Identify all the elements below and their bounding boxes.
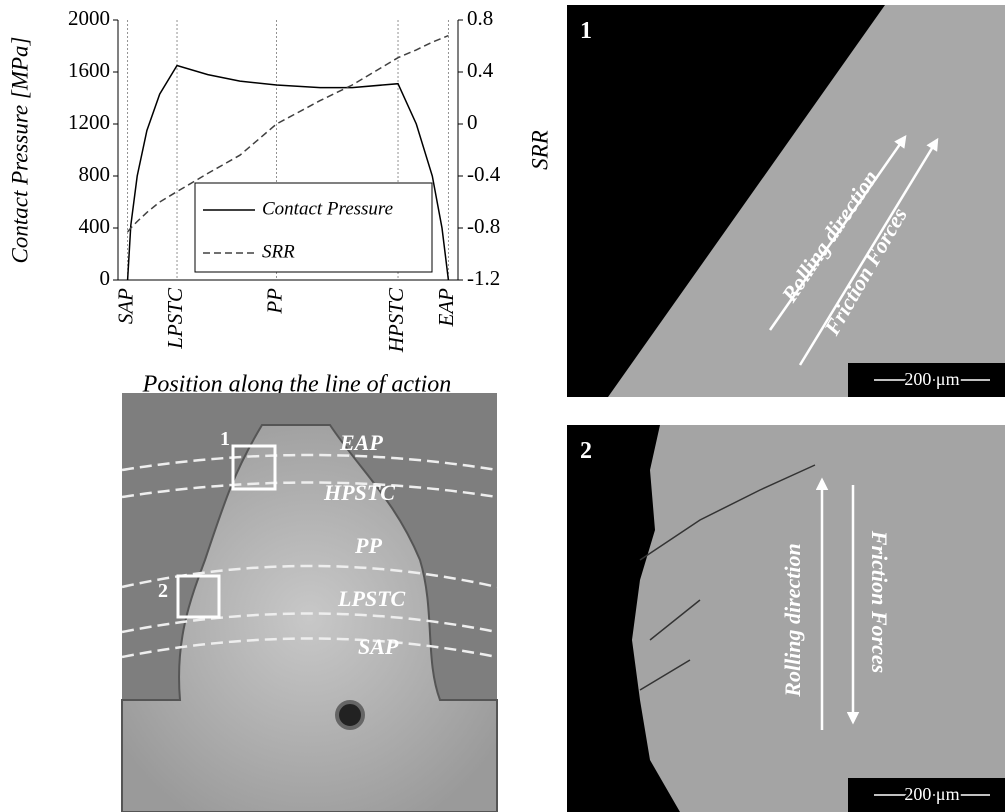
micrograph-2: 2 Rolling direction Friction Forces 200 …	[567, 425, 1005, 812]
figure: Contact Pressure [MPa] SRR Position alon…	[0, 0, 1005, 812]
y2-tick-label: -0.8	[467, 214, 500, 238]
y2-axis-label: SRR	[527, 130, 552, 170]
line-label: PP	[354, 533, 382, 558]
legend-label: Contact Pressure	[262, 198, 393, 219]
y2-tick-label: 0	[467, 110, 478, 134]
micrograph-1: 1 Rolling direction Friction Forces 200 …	[567, 5, 1005, 397]
rolling-label: Rolling direction	[780, 543, 805, 697]
scale-text: 200 μm	[904, 369, 959, 389]
y-tick-label: 2000	[68, 6, 110, 30]
line-label: HPSTC	[323, 480, 395, 505]
line-label: EAP	[339, 430, 383, 455]
y2-tick-label: -1.2	[467, 266, 500, 290]
y2-tick-label: -0.4	[467, 162, 501, 186]
chart: 0 400 800 1200 1600 2000 -1.2 -0.8 -0.4 0 0.4 0.8 SA…	[68, 6, 501, 353]
line-label: LPSTC	[337, 586, 406, 611]
y2-tick-label: 0.4	[467, 58, 494, 82]
x-tick-label: PP	[262, 288, 286, 315]
y-tick-label: 800	[79, 162, 111, 186]
line-label: SAP	[358, 634, 399, 659]
x-tick-label: HPSTC	[384, 287, 408, 353]
hole	[337, 702, 363, 728]
legend-box	[195, 183, 432, 272]
box-label: 2	[158, 580, 168, 602]
y-tick-label: 1200	[68, 110, 110, 134]
y-axis-label: Contact Pressure [MPa]	[7, 36, 32, 263]
scale-text: 200 μm	[904, 784, 959, 804]
legend-label: SRR	[262, 241, 295, 262]
y-tick-label: 0	[100, 266, 111, 290]
y-tick-label: 1600	[68, 58, 110, 82]
tooth-image: EAP HPSTC PP LPSTC SAP 1 2	[122, 393, 497, 812]
box-label: 1	[220, 428, 230, 450]
friction-label: Friction Forces	[867, 530, 892, 673]
x-tick-label: SAP	[113, 288, 137, 324]
y-tick-label: 400	[79, 214, 111, 238]
x-tick-label: LPSTC	[163, 287, 187, 350]
panel-label: 2	[580, 438, 592, 464]
material-region	[632, 425, 1005, 812]
panel-label: 1	[580, 18, 592, 44]
x-tick-label: EAP	[434, 288, 458, 328]
y2-tick-label: 0.8	[467, 6, 493, 30]
